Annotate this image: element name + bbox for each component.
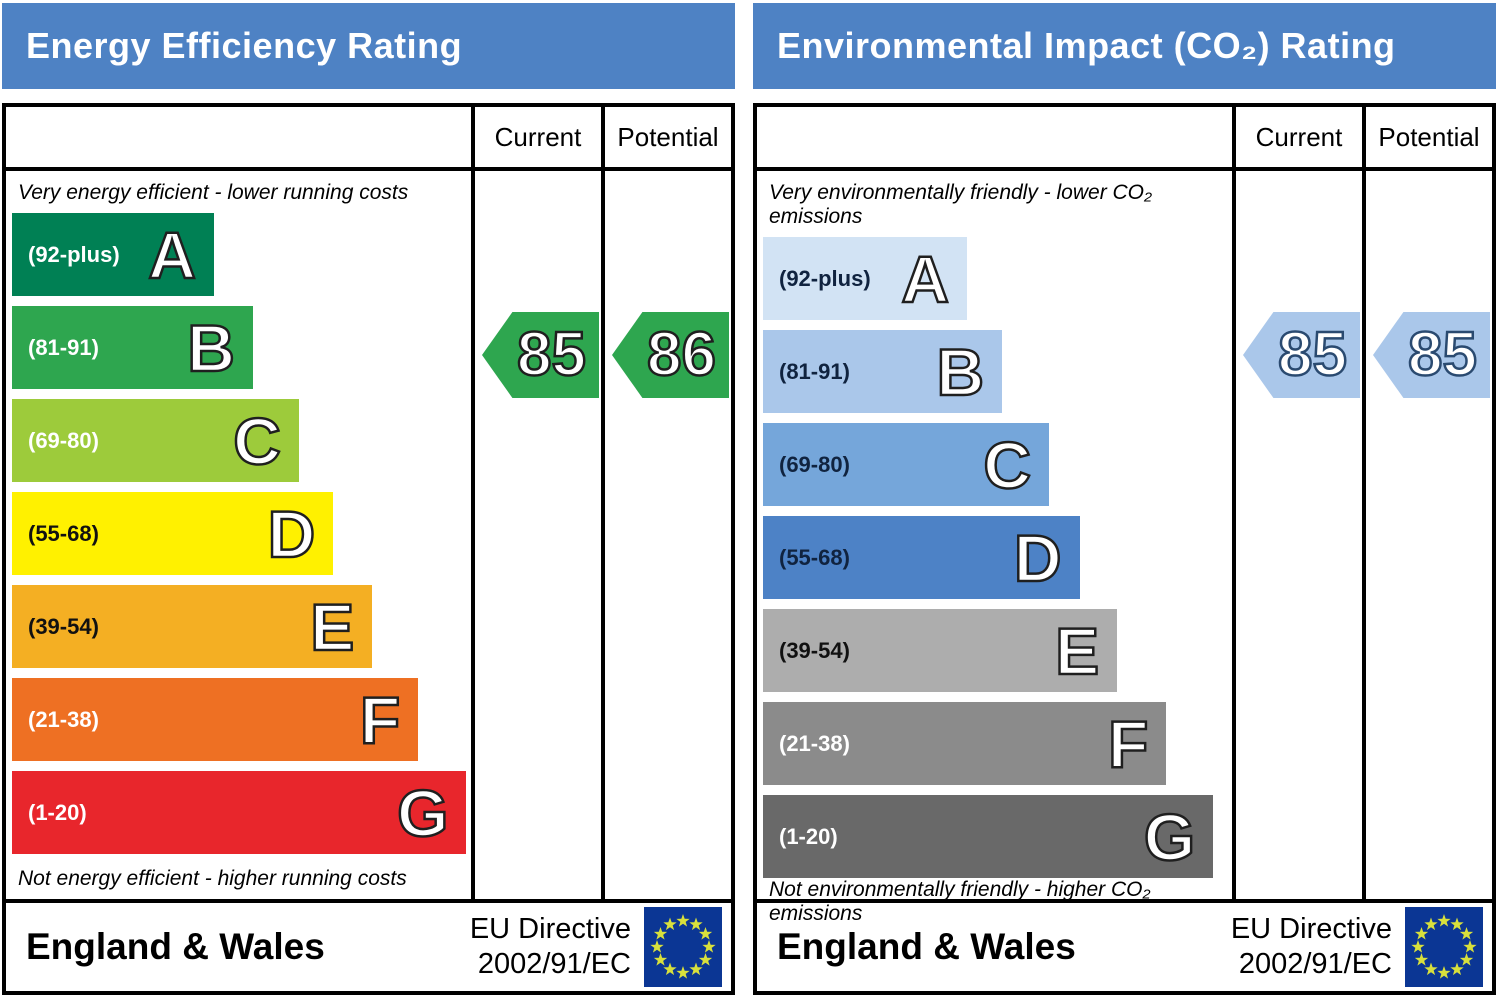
co2-band-c: (69-80) C: [763, 423, 1050, 506]
eu-directive-line2: 2002/91/EC: [477, 948, 631, 980]
co2-current-cell: 85: [1232, 171, 1362, 899]
band-range-label: (21-38): [779, 730, 850, 756]
co2-band-f: (21-38) F: [763, 702, 1167, 785]
band-range-label: (92-plus): [28, 241, 120, 267]
band-letter: D: [266, 496, 316, 571]
co2-current-column-header: Current: [1232, 107, 1362, 167]
energy-top-note: Very energy efficient - lower running co…: [18, 181, 409, 204]
band-letter: D: [1013, 520, 1063, 595]
energy-potential-column-header: Potential: [601, 107, 731, 167]
co2-rating-table: Current Potential Very environmentally f…: [753, 103, 1496, 995]
energy-band-d: (55-68) D: [12, 492, 334, 575]
co2-potential-column-header: Potential: [1362, 107, 1492, 167]
band-range-label: (69-80): [779, 451, 850, 477]
energy-band-b: (81-91) B: [12, 306, 253, 389]
band-letter: E: [1054, 613, 1101, 688]
band-range-label: (21-38): [28, 706, 99, 732]
co2-panel-title-bar: Environmental Impact (CO₂) Rating: [753, 3, 1496, 89]
co2-potential-value: 85: [1407, 320, 1478, 389]
co2-panel-title: Environmental Impact (CO₂) Rating: [777, 25, 1396, 66]
energy-band-c: (69-80) C: [12, 399, 299, 482]
band-letter: E: [309, 589, 356, 664]
energy-current-column-header: Current: [471, 107, 601, 167]
band-letter: G: [1143, 799, 1197, 874]
co2-top-note: Very environmentally friendly - lower CO…: [769, 181, 1153, 228]
energy-panel-title-bar: Energy Efficiency Rating: [2, 3, 735, 89]
co2-table-header: Current Potential: [757, 107, 1492, 171]
band-letter: C: [232, 403, 282, 478]
band-range-label: (1-20): [28, 799, 87, 825]
co2-header-spacer: [757, 107, 1232, 167]
band-letter: G: [396, 775, 450, 850]
eu-flag-icon: [644, 907, 722, 987]
energy-band-chart: Very energy efficient - lower running co…: [6, 171, 471, 899]
eu-directive-line2: 2002/91/EC: [1238, 948, 1392, 980]
environmental-impact-panel: Environmental Impact (CO₂) Rating Curren…: [753, 3, 1496, 995]
eu-directive-line1: EU Directive: [469, 913, 631, 946]
energy-bands: (92-plus) A (81-91) B (69-80) C (55-68: [12, 213, 471, 854]
co2-table-body: Very environmentally friendly - lower CO…: [757, 171, 1492, 925]
band-range-label: (39-54): [28, 613, 99, 639]
energy-current-cell: 85: [471, 171, 601, 899]
energy-table-header: Current Potential: [6, 107, 731, 171]
energy-panel-title: Energy Efficiency Rating: [26, 25, 463, 66]
energy-table-body: Very energy efficient - lower running co…: [6, 171, 731, 899]
co2-band-a: (92-plus) A: [763, 237, 967, 320]
band-letter: B: [186, 310, 236, 385]
band-letter: B: [935, 334, 985, 409]
co2-bottom-note: Not environmentally friendly - higher CO…: [769, 878, 1151, 925]
eu-directive-line1: EU Directive: [1230, 913, 1392, 946]
band-letter: C: [982, 427, 1032, 502]
co2-table-footer: England & Wales EU Directive 2002/91/EC: [757, 899, 1492, 991]
band-range-label: (1-20): [779, 823, 838, 849]
co2-region-label: England & Wales: [777, 926, 1076, 967]
band-letter: A: [900, 241, 950, 316]
energy-efficiency-panel: Energy Efficiency Rating Current Potenti…: [2, 3, 735, 995]
co2-potential-arrow: 85: [1373, 312, 1490, 398]
eu-flag-icon: [1405, 907, 1483, 987]
co2-band-chart: Very environmentally friendly - lower CO…: [757, 171, 1232, 925]
energy-band-a: (92-plus) A: [12, 213, 214, 296]
energy-band-f: (21-38) F: [12, 678, 419, 761]
energy-current-arrow: 85: [482, 312, 599, 398]
energy-rating-table: Current Potential Very energy efficient …: [2, 103, 735, 995]
energy-table-footer: England & Wales EU Directive 2002/91/EC: [6, 899, 731, 991]
co2-current-arrow: 85: [1243, 312, 1360, 398]
energy-bottom-note: Not energy efficient - higher running co…: [18, 867, 407, 890]
energy-band-g: (1-20) G: [12, 771, 467, 854]
band-range-label: (39-54): [779, 637, 850, 663]
co2-eu-directive-label: EU Directive 2002/91/EC: [1231, 912, 1392, 982]
co2-band-d: (55-68) D: [763, 516, 1080, 599]
co2-band-e: (39-54) E: [763, 609, 1118, 692]
energy-current-value: 85: [516, 320, 587, 389]
co2-potential-cell: 85: [1362, 171, 1492, 899]
band-range-label: (81-91): [779, 358, 850, 384]
co2-bands: (92-plus) A (81-91) B (69-80) C (55-68: [763, 237, 1232, 878]
band-letter: A: [147, 217, 197, 292]
band-range-label: (92-plus): [779, 265, 871, 291]
energy-eu-directive-label: EU Directive 2002/91/EC: [470, 912, 631, 982]
energy-potential-cell: 86: [601, 171, 731, 899]
co2-band-b: (81-91) B: [763, 330, 1003, 413]
band-range-label: (55-68): [779, 544, 850, 570]
co2-band-g: (1-20) G: [763, 795, 1214, 878]
band-range-label: (81-91): [28, 334, 99, 360]
energy-band-e: (39-54) E: [12, 585, 373, 668]
band-letter: F: [359, 682, 402, 757]
co2-current-value: 85: [1277, 320, 1348, 389]
energy-potential-arrow: 86: [612, 312, 729, 398]
band-range-label: (69-80): [28, 427, 99, 453]
band-letter: F: [1107, 706, 1150, 781]
energy-potential-value: 86: [646, 320, 717, 389]
energy-region-label: England & Wales: [26, 926, 325, 967]
energy-header-spacer: [6, 107, 471, 167]
band-range-label: (55-68): [28, 520, 99, 546]
